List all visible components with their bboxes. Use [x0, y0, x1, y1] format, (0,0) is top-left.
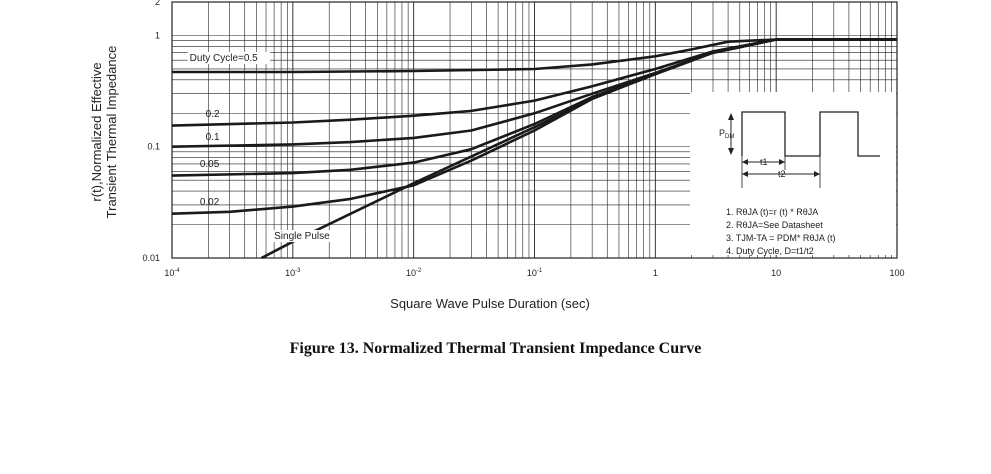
inset-note-3: 3. TJM-TA = PDM* RθJA (t)	[726, 233, 835, 243]
inset-panel: PDM t1 t2 1. RθJA (t)=r (t) * RθJA 2. Rθ…	[690, 92, 896, 256]
plot-frame	[171, 1, 898, 259]
x-tick-label: 10-1	[527, 268, 543, 278]
series-label-bg	[187, 51, 271, 64]
t1-label: t1	[760, 157, 768, 167]
pdm-label: PDM	[719, 128, 734, 140]
x-tick-label: 1	[653, 268, 658, 278]
y-tick-label: 2	[155, 0, 160, 7]
t2-label: t2	[778, 169, 786, 179]
x-tick-label: 10-3	[285, 268, 301, 278]
curves	[171, 38, 897, 260]
y-tick-label: 0.1	[147, 142, 160, 152]
x-tick-label: 10-4	[164, 268, 180, 278]
y-axis-label-line1: r(t),Normalized Effective	[89, 62, 104, 201]
x-axis-label: Square Wave Pulse Duration (sec)	[390, 296, 590, 311]
inset-note-2: 2. RθJA=See Datasheet	[726, 220, 823, 230]
y-tick-label: 1	[155, 30, 160, 40]
inset-note-4: 4. Duty Cycle, D=t1/t2	[726, 246, 814, 256]
x-tick-label: 10	[771, 268, 781, 278]
curve-single-pulse	[260, 38, 897, 260]
y-axis-label: r(t),Normalized Effective Transient Ther…	[89, 46, 119, 219]
series-label: 0.05	[200, 159, 220, 170]
x-tick-label: 100	[889, 268, 904, 278]
series-label-bg	[272, 230, 344, 243]
series-label: 0.1	[206, 132, 220, 143]
x-tick-label: 10-2	[406, 268, 422, 278]
inset-note-1: 1. RθJA (t)=r (t) * RθJA	[726, 207, 818, 217]
series-labels: Duty Cycle=0.5 0.2 0.1 0.05 0.02 Single Pulse	[187, 51, 344, 243]
series-label: 0.02	[200, 197, 220, 208]
series-label: Duty Cycle=0.5	[190, 53, 259, 64]
series-label: 0.2	[206, 109, 220, 120]
series-label: Single Pulse	[274, 231, 330, 242]
tick-labels: 10-4 10-3 10-2 10-1 1 10 100 0.01 0.1 1 2	[142, 0, 904, 278]
figure-caption: Figure 13. Normalized Thermal Transient …	[289, 340, 702, 357]
y-axis-label-line2: Transient Thermal Impedance	[104, 46, 119, 219]
y-tick-label: 0.01	[142, 253, 160, 263]
